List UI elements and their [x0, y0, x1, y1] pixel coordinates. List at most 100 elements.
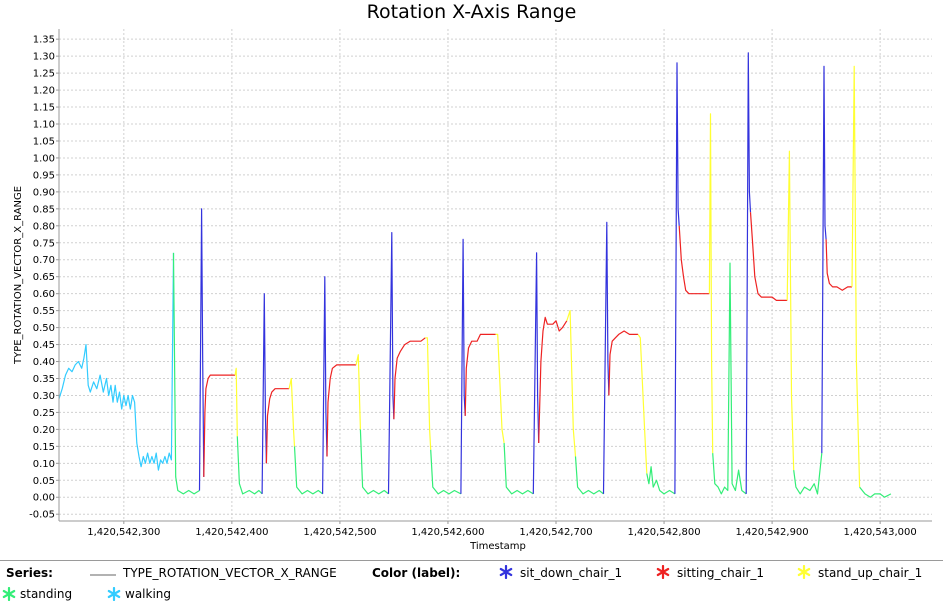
y-tick-label: -0.05	[29, 510, 55, 521]
series-line-sitting-chair-1	[393, 337, 426, 420]
legend-label-walking: walking	[125, 587, 172, 601]
y-tick-label: 0.50	[33, 323, 55, 334]
series-line-sitting-chair-1	[326, 364, 357, 457]
series-line-standing	[859, 486, 892, 498]
series-line-sit-down-chair-1	[387, 232, 395, 494]
series-line-sit-down-chair-1	[198, 208, 205, 491]
y-tick-label: 1.20	[33, 86, 55, 97]
y-tick-label: 0.05	[33, 476, 55, 487]
y-tick-label: 0.45	[33, 340, 55, 351]
legend-star-stroke	[107, 589, 121, 599]
y-tick-label: 0.10	[33, 459, 55, 470]
series-line-stand-up-chair-1	[566, 310, 577, 457]
y-tick-label: 1.00	[33, 153, 55, 164]
series-line-sitting-chair-1	[608, 330, 639, 396]
y-tick-label: 0.25	[33, 408, 55, 419]
chart-plot: -0.05 0.00 0.05 0.10 0.15 0.20 0.25 0.30 0.35 0.4…	[13, 29, 932, 552]
series-line-standing	[236, 436, 263, 495]
x-axis-ticks: 1,420,542,300 1,420,542,400 1,420,542,500 1…	[87, 521, 917, 538]
y-tick-label: 0.75	[33, 238, 55, 249]
x-tick-label: 1,420,542,400	[195, 527, 268, 538]
y-axis-ticks: -0.05 0.00 0.05 0.10 0.15 0.20 0.25 0.30 0.35 0.4…	[29, 35, 59, 521]
series-line-sit-down-chair-1	[821, 65, 827, 454]
series-line-sit-down-chair-1	[460, 238, 466, 494]
series-line-standing	[172, 252, 200, 495]
y-tick-label: 0.55	[33, 306, 55, 317]
series-line-sitting-chair-1	[678, 225, 710, 295]
series-line-sitting-chair-1	[538, 316, 568, 444]
x-axis-title: Timestamp	[469, 541, 526, 552]
series-line-sitting-chair-1	[265, 388, 290, 464]
y-tick-label: 1.15	[33, 103, 55, 114]
y-tick-label: 0.00	[33, 493, 55, 504]
y-tick-label: 0.20	[33, 425, 55, 436]
series-line-standing	[574, 456, 604, 495]
x-tick-label: 1,420,542,700	[519, 527, 592, 538]
legend-star-stroke	[2, 589, 16, 599]
legend-series-line-icon	[90, 574, 116, 576]
x-tick-label: 1,420,542,300	[87, 527, 160, 538]
series-line-sit-down-chair-1	[745, 52, 752, 494]
series-line-stand-up-chair-1	[425, 337, 432, 450]
series-line-sit-down-chair-1	[322, 276, 328, 494]
x-tick-label: 1,420,542,500	[303, 527, 376, 538]
legend-label-stand-up: stand_up_chair_1	[818, 566, 923, 580]
legend-series-heading: Series:	[6, 566, 53, 580]
y-tick-label: 1.05	[33, 136, 55, 147]
series-line-sit-down-chair-1	[602, 221, 610, 494]
series-line-stand-up-chair-1	[234, 367, 238, 437]
legend-star-stroke	[656, 567, 670, 577]
series-line-standing	[712, 262, 747, 495]
legend: Series: TYPE_ROTATION_VECTOR_X_RANGE Col…	[0, 560, 943, 608]
y-tick-label: 0.70	[33, 255, 55, 266]
y-axis-title: TYPE_ROTATION_VECTOR_X_RANGE	[13, 186, 24, 365]
series-line-stand-up-chair-1	[288, 377, 296, 447]
x-tick-label: 1,420,542,600	[411, 527, 484, 538]
series-line-sitting-chair-1	[825, 239, 852, 291]
series-line-stand-up-chair-1	[495, 333, 505, 444]
x-tick-label: 1,420,542,900	[736, 527, 809, 538]
series-line-standing	[359, 429, 389, 495]
chart-title: Rotation X-Axis Range	[366, 1, 577, 23]
legend-star-stroke	[797, 567, 811, 577]
legend-color-icon-walking	[107, 586, 121, 604]
y-tick-label: 0.95	[33, 170, 55, 181]
y-tick-label: 0.40	[33, 357, 55, 368]
series-line-standing	[793, 453, 823, 495]
legend-color-icon-standing	[2, 586, 16, 604]
series-line-walking	[58, 252, 175, 471]
y-tick-label: 0.60	[33, 289, 55, 300]
y-tick-label: 0.80	[33, 221, 55, 232]
legend-color-icon-stand-up	[797, 564, 811, 582]
series-line-stand-up-chair-1	[708, 113, 714, 454]
series-line-sitting-chair-1	[464, 333, 496, 416]
y-tick-label: 0.90	[33, 187, 55, 198]
series-line-stand-up-chair-1	[637, 334, 648, 474]
series-line-stand-up-chair-1	[851, 65, 861, 488]
y-tick-label: 0.35	[33, 374, 55, 385]
y-tick-label: 0.30	[33, 391, 55, 402]
x-tick-label: 1,420,542,800	[627, 527, 700, 538]
series-line-sitting-chair-1	[749, 212, 788, 301]
series-lines	[58, 52, 892, 498]
y-tick-label: 1.25	[33, 69, 55, 80]
legend-star-stroke	[499, 567, 513, 577]
series-line-stand-up-chair-1	[786, 150, 795, 471]
legend-series-item: TYPE_ROTATION_VECTOR_X_RANGE	[123, 566, 337, 580]
series-line-standing	[646, 466, 676, 495]
series-line-sit-down-chair-1	[261, 293, 267, 494]
series-line-standing	[430, 449, 462, 495]
legend-color-heading: Color (label):	[372, 566, 461, 580]
series-line-stand-up-chair-1	[355, 354, 361, 430]
legend-color-icon-sit-down	[499, 564, 513, 582]
y-tick-label: 1.35	[33, 35, 55, 46]
series-line-sit-down-chair-1	[674, 62, 680, 494]
series-line-sit-down-chair-1	[532, 252, 540, 494]
x-tick-label: 1,420,543,000	[844, 527, 917, 538]
series-line-sitting-chair-1	[203, 374, 236, 477]
legend-label-sitting: sitting_chair_1	[677, 566, 765, 580]
y-tick-label: 1.10	[33, 120, 55, 131]
legend-label-standing: standing	[20, 587, 73, 601]
legend-label-sit-down: sit_down_chair_1	[520, 566, 623, 580]
y-tick-label: 0.85	[33, 204, 55, 215]
